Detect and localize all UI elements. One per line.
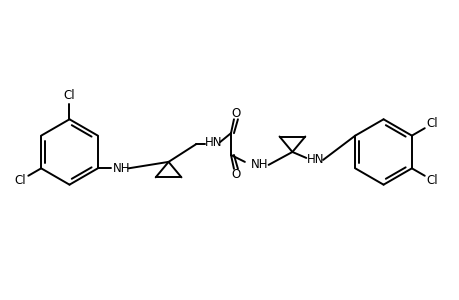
Text: Cl: Cl — [426, 174, 437, 187]
Text: Cl: Cl — [15, 174, 26, 187]
Text: HN: HN — [204, 136, 221, 148]
Text: HN: HN — [306, 153, 323, 167]
Text: O: O — [231, 168, 240, 181]
Text: NH: NH — [112, 162, 130, 175]
Text: Cl: Cl — [426, 117, 437, 130]
Text: NH: NH — [251, 158, 268, 171]
Text: Cl: Cl — [63, 89, 75, 102]
Text: O: O — [231, 107, 240, 120]
